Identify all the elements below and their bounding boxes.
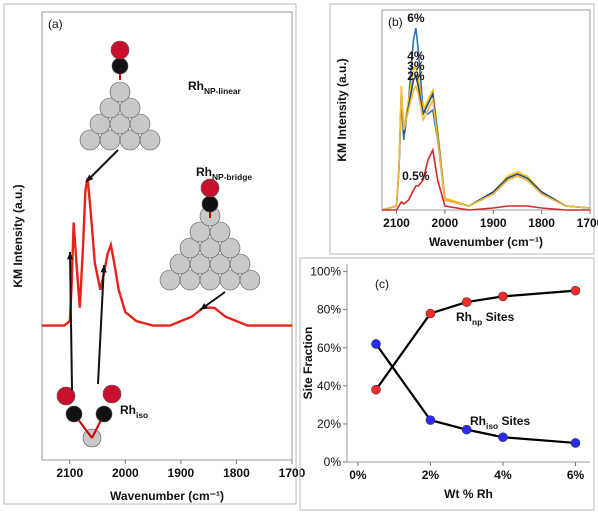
series-label: 3% xyxy=(407,59,425,73)
panel-frame xyxy=(329,3,595,255)
x-tick-label: 2000 xyxy=(112,466,139,480)
annotation-suffix: Sites xyxy=(482,310,514,324)
atom xyxy=(65,405,83,423)
x-tick-label: 2100 xyxy=(56,466,83,480)
data-point xyxy=(570,438,581,448)
data-point xyxy=(425,415,436,425)
atom xyxy=(209,221,231,243)
atom xyxy=(201,195,219,213)
data-point xyxy=(498,291,508,302)
atom xyxy=(111,57,129,75)
spectrum-line xyxy=(42,177,292,327)
y-tick-label: 60% xyxy=(317,341,341,355)
annotation-base: Rh xyxy=(196,165,212,179)
arrow xyxy=(97,264,105,385)
atom xyxy=(95,405,113,423)
x-tick-label: 1700 xyxy=(279,466,306,480)
panel-frame xyxy=(3,3,297,505)
x-tick-label: 0% xyxy=(349,468,367,482)
plot-area xyxy=(381,9,591,211)
x-axis-title: Wavenumber (cm⁻¹) xyxy=(429,235,543,249)
annotation: Rhnp Sites xyxy=(456,310,515,327)
annotation-sub: iso xyxy=(486,421,498,431)
atom xyxy=(110,40,130,60)
x-tick-label: 1800 xyxy=(223,466,250,480)
atom xyxy=(139,129,161,151)
x-tick-label: 2% xyxy=(422,468,440,482)
y-tick-label: 40% xyxy=(317,379,341,393)
series-label: 4% xyxy=(407,49,425,63)
atom xyxy=(200,178,220,198)
fit-line xyxy=(375,343,576,445)
atom xyxy=(229,253,251,275)
x-tick-label: 1900 xyxy=(480,216,507,230)
y-tick-label: 0% xyxy=(324,455,342,469)
annotation-base: Rh xyxy=(188,79,204,93)
annotation-sub: NP-linear xyxy=(204,86,242,96)
y-tick-label: 80% xyxy=(317,303,341,317)
atom xyxy=(119,97,141,119)
x-tick-label: 1700 xyxy=(577,216,598,230)
plot-area xyxy=(41,11,293,461)
y-tick-label: 20% xyxy=(317,417,341,431)
arrow xyxy=(69,251,73,391)
panel-label: (a) xyxy=(48,17,63,31)
x-tick-label: 1900 xyxy=(168,466,195,480)
annotation: RhNP-linear xyxy=(188,79,242,96)
x-tick-label: 6% xyxy=(567,468,585,482)
spectrum-line xyxy=(381,84,591,211)
data-point xyxy=(570,285,581,296)
annotation-base: Rh xyxy=(456,310,472,324)
arrow xyxy=(85,149,119,183)
data-point xyxy=(498,432,508,443)
atom xyxy=(56,386,76,406)
arrow-head xyxy=(86,174,94,182)
x-tick-label: 1800 xyxy=(528,216,555,230)
data-point xyxy=(371,384,381,395)
annotation-sub: iso xyxy=(136,410,148,420)
annotation: Rhiso Sites xyxy=(470,414,530,431)
atom xyxy=(129,113,151,135)
series-label: 0.5% xyxy=(402,169,430,183)
series-label: 2% xyxy=(407,69,425,83)
arrow-head xyxy=(66,252,74,260)
data-point xyxy=(425,308,436,319)
annotation-base: Rh xyxy=(120,403,136,417)
data-point xyxy=(461,297,472,307)
atom xyxy=(239,269,261,291)
y-axis-title: Site Fraction xyxy=(301,327,315,400)
data-point xyxy=(461,424,472,435)
spectrum-line xyxy=(382,147,590,211)
annotation-suffix: Sites xyxy=(498,414,530,428)
arrow-head xyxy=(200,303,208,310)
annotation-sub: np xyxy=(472,317,482,327)
arrow-head xyxy=(100,265,107,273)
y-axis-title: KM Intensity (a.u.) xyxy=(335,58,349,161)
panel-label: (c) xyxy=(375,277,389,291)
atom xyxy=(219,237,241,259)
annotation: RhNP-bridge xyxy=(196,165,252,182)
atom xyxy=(109,81,131,103)
spectrum-line xyxy=(381,63,591,211)
panel-frame xyxy=(299,257,595,511)
annotation: Rhiso xyxy=(120,403,148,420)
annotation-sub: NP-bridge xyxy=(212,172,252,182)
y-tick-label: 100% xyxy=(310,265,341,279)
x-tick-label: 4% xyxy=(494,468,512,482)
y-axis-title: KM Intensity (a.u.) xyxy=(11,184,25,287)
series-label: 6% xyxy=(407,11,425,25)
fit-line xyxy=(375,289,576,391)
x-axis-title: Wavenumber (cm⁻¹) xyxy=(110,489,224,503)
atom xyxy=(102,384,122,404)
x-tick-label: 2100 xyxy=(383,216,410,230)
annotation-base: Rh xyxy=(470,414,486,428)
data-point xyxy=(371,339,381,349)
panel-label: (b) xyxy=(388,15,403,29)
x-axis-title: Wt % Rh xyxy=(444,487,493,501)
x-tick-label: 2000 xyxy=(432,216,459,230)
